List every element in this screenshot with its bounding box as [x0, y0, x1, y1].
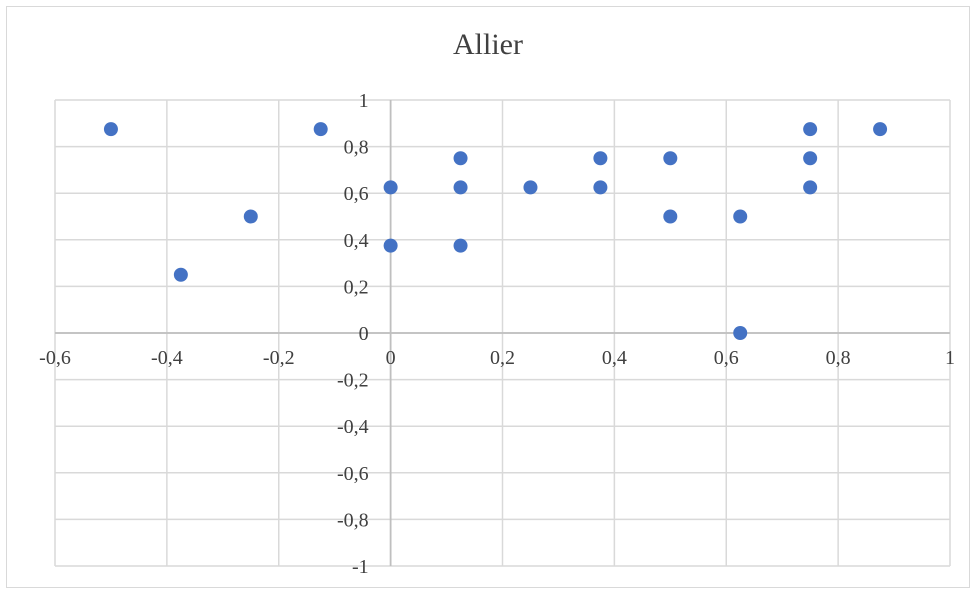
data-point: [803, 122, 818, 137]
x-tick-label: 0,6: [714, 347, 739, 369]
data-point: [453, 151, 468, 166]
y-tick-label: -0,6: [337, 463, 369, 485]
chart-title: Allier: [453, 28, 523, 61]
x-tick-label: 0,4: [602, 347, 627, 369]
data-point: [593, 180, 608, 195]
data-point: [873, 122, 888, 137]
y-tick-label: 1: [359, 90, 369, 112]
x-tick-label: 0,8: [826, 347, 851, 369]
y-tick-label: -1: [352, 556, 369, 578]
data-point: [243, 209, 258, 224]
y-tick-label: 0,8: [344, 137, 369, 159]
data-point-layer: [103, 122, 888, 340]
data-point: [383, 238, 398, 253]
data-point: [803, 180, 818, 195]
x-tick-label: -0,4: [151, 347, 183, 369]
x-tick-label: 0: [386, 347, 396, 369]
x-tick-label: -0,6: [39, 347, 71, 369]
y-tick-label: 0,4: [344, 230, 369, 252]
data-point: [313, 122, 328, 137]
data-point: [103, 122, 118, 137]
data-point: [803, 151, 818, 166]
y-tick-label: 0: [359, 323, 369, 345]
y-tick-label: -0,2: [337, 370, 369, 392]
data-point: [523, 180, 538, 195]
x-tick-label: -0,2: [263, 347, 295, 369]
y-tick-label: -0,8: [337, 509, 369, 531]
y-tick-label: -0,4: [337, 416, 369, 438]
data-point: [663, 209, 678, 224]
data-point: [453, 180, 468, 195]
data-point: [383, 180, 398, 195]
axis-layer: [55, 100, 950, 566]
tick-label-layer: -0,6 -0,4 -0,2 0 0,2 0,4 0,6 0,8 1 -1 -0,8 -0,6 -0,4…: [39, 90, 955, 578]
data-point: [593, 151, 608, 166]
y-tick-label: 0,2: [344, 276, 369, 298]
data-point: [173, 267, 188, 282]
data-point: [733, 326, 748, 340]
data-point: [453, 238, 468, 253]
data-point: [663, 151, 678, 166]
data-point: [733, 209, 748, 224]
x-tick-label: 0,2: [490, 347, 515, 369]
x-tick-label: 1: [945, 347, 955, 369]
y-tick-label: 0,6: [344, 183, 369, 205]
